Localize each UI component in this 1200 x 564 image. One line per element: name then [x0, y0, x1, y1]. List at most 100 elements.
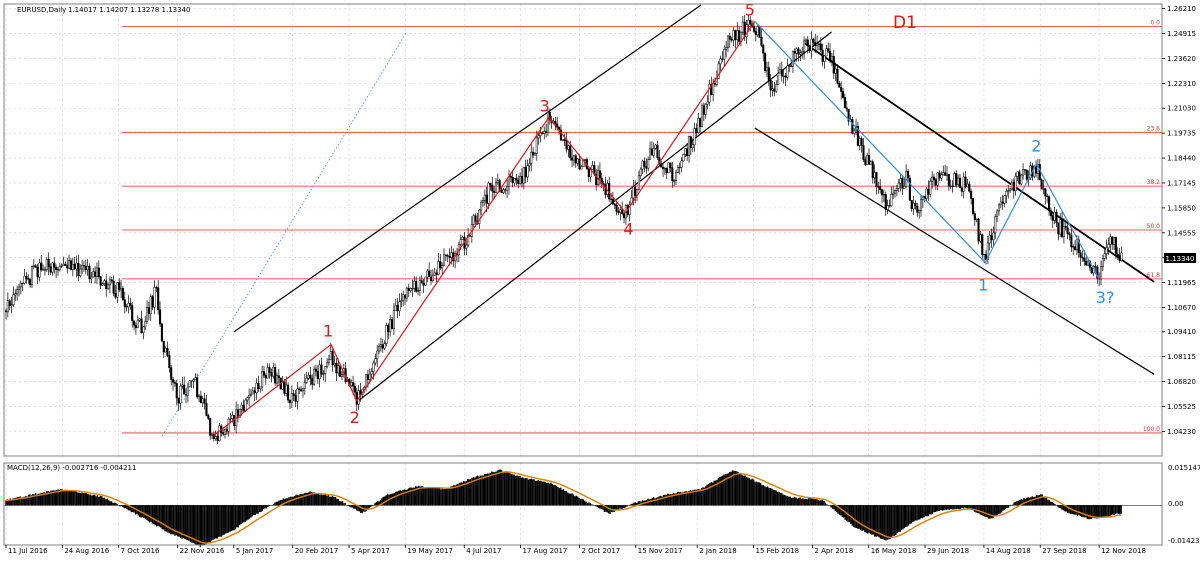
macd-bar — [546, 483, 547, 506]
candle-body — [313, 369, 315, 384]
candle-body — [720, 59, 722, 64]
candle-body — [371, 371, 373, 374]
candle-body — [412, 288, 414, 289]
candle-body — [742, 22, 744, 32]
macd-bar — [1005, 505, 1006, 508]
macd-bar — [1061, 505, 1062, 509]
macd-bar — [985, 505, 986, 517]
macd-bar — [936, 505, 937, 511]
candle-body — [1087, 261, 1089, 265]
macd-bar — [929, 505, 930, 514]
candle-body — [406, 288, 408, 298]
candle-body — [480, 202, 482, 210]
candle-body — [465, 245, 467, 248]
macd-axis-bottom: -0.014236 — [1168, 537, 1200, 545]
macd-bar — [569, 493, 570, 505]
candle-body — [154, 287, 156, 307]
macd-bar — [801, 499, 802, 505]
macd-bar — [328, 495, 329, 505]
macd-bar — [224, 505, 225, 534]
candle-body — [1082, 257, 1084, 258]
candle-body — [391, 319, 393, 328]
macd-bar — [630, 504, 631, 505]
candle-body — [367, 375, 369, 380]
candle-body — [894, 190, 896, 193]
macd-bar — [155, 505, 156, 525]
candle-body — [1071, 235, 1073, 247]
macd-bar — [293, 497, 294, 506]
candle-body — [1000, 202, 1002, 205]
macd-bar — [83, 493, 84, 505]
macd-axis-top: 0.015147 — [1168, 464, 1200, 472]
candle-body — [824, 56, 826, 62]
candle-body — [673, 181, 675, 182]
macd-bar — [1013, 502, 1014, 505]
candle-body — [839, 83, 841, 87]
candle-body — [311, 378, 313, 384]
macd-bar — [164, 505, 165, 531]
candle-body — [428, 271, 430, 277]
candle-body — [634, 187, 636, 196]
candle-body — [916, 206, 918, 212]
candle-body — [1121, 253, 1123, 261]
candle-body — [733, 30, 735, 40]
wave-label: 2 — [1031, 137, 1041, 156]
macd-bar — [1105, 505, 1106, 516]
candle-body — [605, 185, 607, 195]
candle-body — [432, 275, 434, 280]
macd-bar — [1043, 497, 1044, 506]
macd-bar — [443, 489, 444, 505]
macd-bar — [833, 505, 834, 509]
candle-body — [230, 419, 232, 420]
candle-body — [196, 378, 198, 397]
macd-bar — [857, 505, 858, 528]
candle-body — [989, 235, 991, 243]
macd-bar — [367, 505, 368, 509]
macd-bar — [333, 497, 334, 505]
candle-body — [699, 118, 701, 126]
candle-body — [1035, 166, 1037, 173]
candle-body — [991, 235, 993, 240]
candle-body — [421, 281, 423, 284]
macd-bar — [219, 505, 220, 536]
macd-bar — [397, 491, 398, 505]
candle-body — [926, 189, 928, 198]
macd-bar — [114, 503, 115, 506]
macd-bar — [246, 505, 247, 520]
candle-body — [65, 264, 67, 265]
macd-bar — [402, 490, 403, 505]
candle-body — [1006, 191, 1008, 195]
candle-body — [441, 266, 443, 268]
macd-bar — [88, 494, 89, 505]
candle-body — [382, 345, 384, 349]
candle-body — [46, 259, 48, 269]
candle-body — [764, 53, 766, 71]
macd-bar — [854, 505, 855, 527]
candle-body — [568, 146, 570, 149]
candle-body — [818, 44, 820, 45]
candle-body — [274, 367, 276, 383]
wave-label: 3? — [1096, 288, 1115, 307]
macd-bar — [450, 487, 451, 506]
candle-body — [1043, 189, 1045, 190]
candle-body — [816, 44, 818, 46]
candle-body — [807, 40, 809, 46]
candle-body — [389, 319, 391, 331]
macd-bar — [994, 505, 995, 516]
macd-bar — [623, 505, 624, 508]
candle-body — [1074, 247, 1076, 250]
macd-bar — [890, 505, 891, 538]
x-tick-label: 27 Sep 2018 — [1042, 547, 1086, 555]
y-tick-label: 1.14555 — [1167, 229, 1196, 237]
macd-bar — [1037, 495, 1038, 505]
macd-bar — [108, 500, 109, 505]
candle-body — [369, 374, 371, 379]
macd-bar — [498, 470, 499, 505]
candle-body — [1052, 216, 1054, 221]
macd-bar — [504, 472, 505, 505]
candle-body — [980, 235, 982, 241]
candle-body — [579, 159, 581, 169]
macd-bar — [885, 505, 886, 540]
candle-body — [833, 56, 835, 73]
